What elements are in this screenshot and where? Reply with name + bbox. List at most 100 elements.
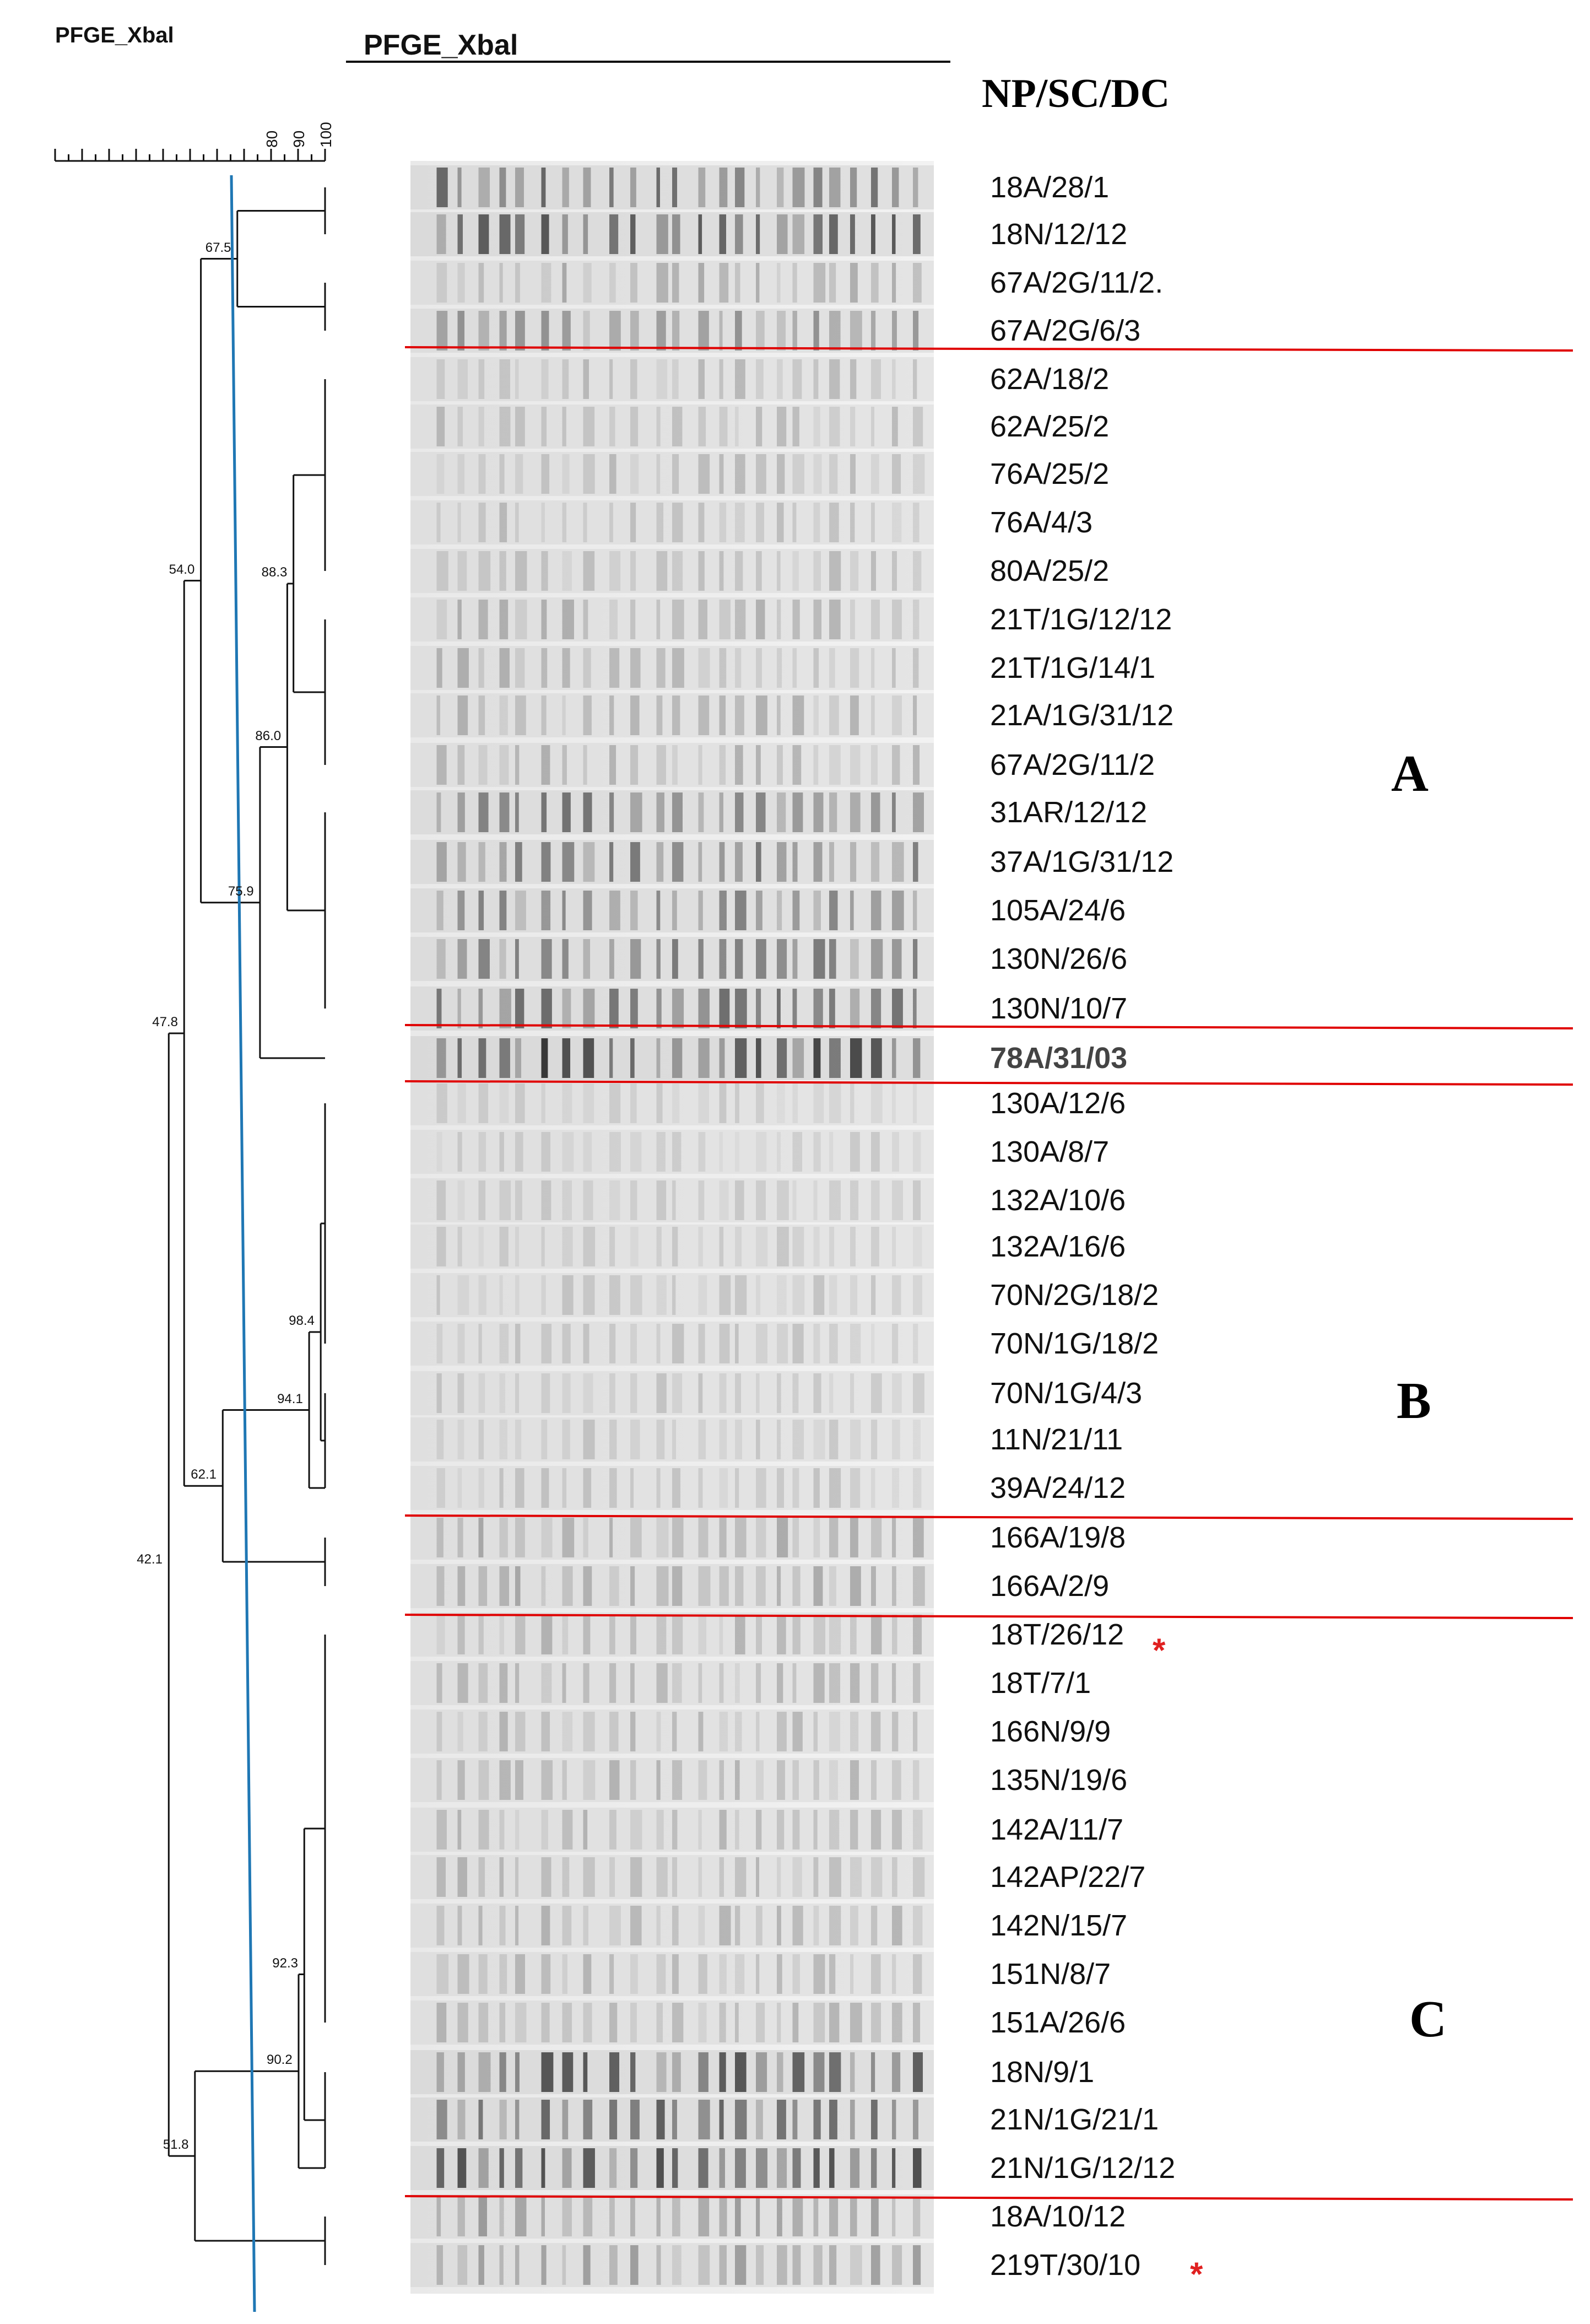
- node-similarity-label: 86.0: [255, 728, 282, 743]
- gel-lane: [410, 646, 934, 690]
- sample-label: 219T/30/10: [990, 2248, 1141, 2282]
- cluster-separator: [404, 1024, 1573, 1029]
- node-similarity-label: 98.4: [289, 1313, 315, 1328]
- gel-lane: [410, 743, 934, 787]
- sample-label: 21N/1G/21/1: [990, 2103, 1159, 2136]
- gel-lane: [410, 1130, 934, 1174]
- dendrogram: [167, 187, 326, 2265]
- node-similarity-label: 90.2: [266, 2052, 293, 2068]
- sample-label: 62A/18/2: [990, 363, 1110, 396]
- sample-label: 18N/9/1: [990, 2056, 1095, 2089]
- sample-label: 21T/1G/12/12: [990, 603, 1172, 636]
- sample-label: 105A/24/6: [990, 894, 1126, 927]
- cluster-label: C: [1409, 1991, 1447, 2048]
- sample-label: 21T/1G/14/1: [990, 651, 1156, 684]
- gel-lane: [410, 165, 934, 209]
- cluster-separators: [404, 346, 1573, 2201]
- scale-tick-label: 100: [317, 122, 334, 148]
- gel-lane: [410, 1710, 934, 1754]
- cluster-separator: [404, 1080, 1573, 1086]
- gel-lane: [410, 790, 934, 834]
- sample-label: 130N/10/7: [990, 992, 1128, 1025]
- sample-label: 67A/2G/11/2: [990, 748, 1155, 781]
- gel-lane: [410, 1661, 934, 1705]
- gel-lane: [410, 888, 934, 932]
- node-similarity-label: 47.8: [152, 1014, 178, 1029]
- node-similarity-label: 62.1: [191, 1467, 217, 1482]
- gel-lane: [410, 2001, 934, 2045]
- sample-label: 39A/24/12: [990, 1471, 1126, 1505]
- sample-label: 21A/1G/31/12: [990, 699, 1174, 732]
- gel-lane: [410, 1036, 934, 1080]
- gel-lane: [410, 405, 934, 449]
- sample-label: 76A/25/2: [990, 457, 1110, 490]
- sample-label: 18A/10/12: [990, 2200, 1126, 2233]
- gel-lane: [410, 1417, 934, 1462]
- sample-label: 18N/12/12: [990, 218, 1128, 251]
- sample-label: 132A/16/6: [990, 1230, 1126, 1263]
- gel-lane: [410, 1808, 934, 1852]
- column-header: NP/SC/DC: [982, 71, 1170, 116]
- sample-label: 21N/1G/12/12: [990, 2152, 1176, 2185]
- sample-label: 18T/7/1: [990, 1667, 1091, 1700]
- gel-lane: [410, 261, 934, 305]
- gel-lane: [410, 1081, 934, 1125]
- cutoff-line: [230, 175, 256, 2312]
- sample-label: 18A/28/1: [990, 171, 1110, 204]
- similarity-scale: [54, 149, 326, 162]
- gel-lane: [410, 1371, 934, 1415]
- sample-label: 80A/25/2: [990, 554, 1110, 587]
- sample-label: 166A/19/8: [990, 1521, 1126, 1554]
- sample-label: 11N/21/11: [990, 1423, 1123, 1456]
- sample-label: 70N/2G/18/2: [990, 1279, 1159, 1312]
- scale-tick-label: 90: [290, 130, 307, 148]
- gel-lane: [410, 1178, 934, 1222]
- sample-label: 18T/26/12: [990, 1618, 1124, 1651]
- gel-lane: [410, 1613, 934, 1657]
- sample-label: 62A/25/2: [990, 410, 1110, 443]
- sample-label: 67A/2G/11/2.: [990, 266, 1164, 299]
- node-similarity-label: 88.3: [261, 565, 288, 580]
- node-similarity-label: 42.1: [137, 1552, 163, 1567]
- gel-lane: [410, 549, 934, 593]
- sample-label: 130N/26/6: [990, 942, 1128, 975]
- gel-lane: [410, 1758, 934, 1802]
- node-similarity-label: 92.3: [272, 1955, 298, 1971]
- gel-lane: [410, 500, 934, 544]
- node-similarity-label: 54.0: [169, 562, 195, 577]
- sample-label: 151A/26/6: [990, 2006, 1126, 2039]
- gel-lane: [410, 357, 934, 401]
- gel-lane: [410, 2050, 934, 2094]
- sample-label: 166N/9/9: [990, 1715, 1111, 1748]
- cluster-label: B: [1397, 1372, 1431, 1430]
- sample-label: 78A/31/03: [990, 1042, 1128, 1075]
- node-similarity-label: 67.5: [205, 240, 231, 255]
- cluster-separator: [404, 1514, 1573, 1520]
- gel-lane: [410, 1564, 934, 1608]
- gel-lane: [410, 1466, 934, 1510]
- gel-lane: [410, 2146, 934, 2190]
- gel-lane: [410, 1855, 934, 1899]
- gel-lane: [410, 2243, 934, 2287]
- sample-label: 142A/11/7: [990, 1813, 1124, 1846]
- gel-lane: [410, 1904, 934, 1948]
- gel-lane: [410, 1952, 934, 1996]
- gel-lane: [410, 1273, 934, 1317]
- gel-lane: [410, 2097, 934, 2142]
- gel-lane: [410, 2194, 934, 2239]
- cluster-separator: [404, 2195, 1573, 2201]
- gel-lane: [410, 597, 934, 641]
- gel-image: [410, 161, 934, 2294]
- sample-label: 132A/10/6: [990, 1184, 1126, 1217]
- gel-lane: [410, 693, 934, 737]
- gel-lane: [410, 986, 934, 1031]
- node-similarity-label: 94.1: [277, 1391, 303, 1406]
- gel-lane: [410, 937, 934, 981]
- gel-lane: [410, 309, 934, 353]
- sample-label: 37A/1G/31/12: [990, 845, 1174, 878]
- cluster-separator: [404, 1614, 1573, 1619]
- cluster-separator: [404, 346, 1573, 352]
- sample-label: 67A/2G/6/3: [990, 314, 1141, 347]
- gel-lane: [410, 840, 934, 884]
